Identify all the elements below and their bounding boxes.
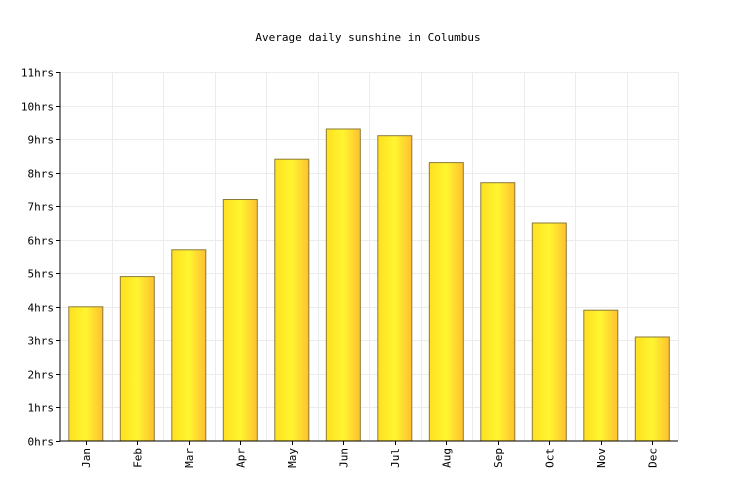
x-tick-label-nov: Nov [595, 448, 608, 468]
y-tick-label: 9hrs [28, 134, 55, 147]
y-tick-label: 2hrs [28, 369, 55, 382]
x-tick-label-may: May [286, 448, 299, 468]
x-tick-label-sep: Sep [492, 448, 505, 468]
y-tick-label: 1hrs [28, 402, 55, 415]
bar-nov [583, 309, 619, 442]
x-tick-label-jul: Jul [389, 448, 402, 468]
grid [60, 72, 679, 441]
y-tick-label: 11hrs [21, 67, 54, 80]
y-tick-label: 8hrs [28, 168, 55, 181]
y-tick-label: 6hrs [28, 235, 55, 248]
x-tick-label-jun: Jun [337, 448, 350, 468]
y-tick-label: 0hrs [28, 436, 55, 449]
y-tick-label: 3hrs [28, 335, 55, 348]
y-tick-label: 10hrs [21, 101, 54, 114]
y-tick-label: 4hrs [28, 302, 55, 315]
chart-title: Average daily sunshine in Columbus [255, 31, 480, 44]
x-tick-label-mar: Mar [183, 448, 196, 468]
bar-apr [222, 199, 258, 442]
bar-oct [531, 222, 567, 442]
x-tick-label-aug: Aug [440, 448, 453, 468]
x-tick-label-oct: Oct [543, 448, 556, 468]
y-axis-ticks: 0hrs 1hrs 2hrs 3hrs 4hrs 5hrs 6hrs 7hrs 8hrs 9hrs… [21, 67, 60, 449]
x-tick-label-apr: Apr [234, 448, 247, 468]
bar-feb [119, 276, 155, 442]
x-tick-label-dec: Dec [646, 448, 659, 468]
bar-jan [68, 306, 104, 442]
bar-may [274, 158, 310, 442]
x-tick-label-feb: Feb [131, 448, 144, 468]
bar-dec [634, 336, 670, 442]
x-tick-label-jan: Jan [80, 448, 93, 468]
bar-mar [171, 249, 207, 442]
x-axis-ticks: Jan Feb Mar Apr May Jun Jul Aug Sep Oct Nov Dec [80, 441, 659, 468]
bar-jun [325, 128, 361, 442]
bars [68, 128, 670, 442]
bar-jul [377, 135, 413, 442]
y-tick-label: 7hrs [28, 201, 55, 214]
bar-sep [480, 182, 516, 442]
bar-aug [428, 162, 464, 442]
y-tick-label: 5hrs [28, 268, 55, 281]
